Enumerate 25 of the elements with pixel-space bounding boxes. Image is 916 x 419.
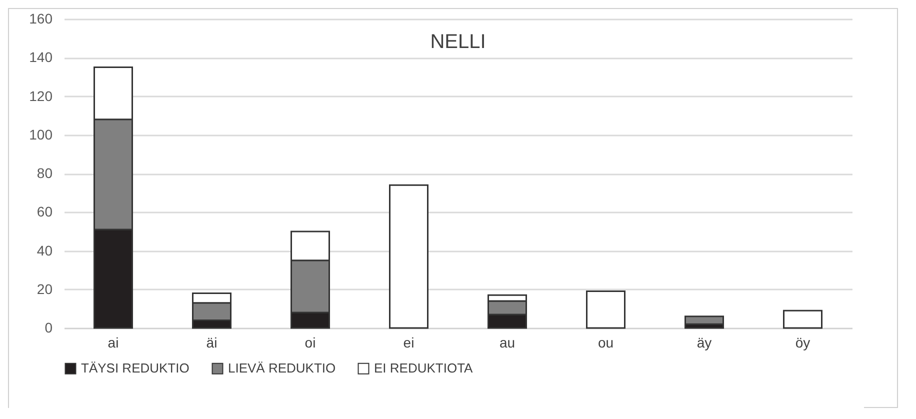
bar xyxy=(586,290,626,329)
x-tick-label: äi xyxy=(206,334,218,350)
text: NELLI xyxy=(430,31,486,53)
y-tick-label: 120 xyxy=(29,88,53,104)
y-tick-label: 40 xyxy=(36,242,53,258)
x-tick-label: ai xyxy=(108,334,119,350)
x-tick-label: öy xyxy=(795,334,810,350)
y-tick-label: 20 xyxy=(36,280,53,297)
legend-label: EI REDUKTIOTA xyxy=(374,360,474,376)
y-tick-label: 160 xyxy=(29,10,53,26)
y-tick-label: 100 xyxy=(29,126,53,142)
y-tick-label: 140 xyxy=(29,49,53,66)
x-tick-label: äy xyxy=(696,334,712,350)
y-tick-label: 0 xyxy=(44,320,53,336)
x-tick-label: oi xyxy=(304,334,316,350)
y-tick-label: 80 xyxy=(36,165,53,181)
x-tick-label: ou xyxy=(598,334,614,350)
x-tick-label: au xyxy=(499,334,516,350)
legend-label: TÄYSI REDUKTIO xyxy=(81,360,190,376)
x-tick-label: ei xyxy=(403,334,414,350)
legend-label: LIEVÄ REDUKTIO xyxy=(228,360,336,376)
bar xyxy=(684,316,724,325)
y-tick-label: 60 xyxy=(36,204,53,220)
bar xyxy=(783,310,822,329)
bar xyxy=(389,184,428,329)
